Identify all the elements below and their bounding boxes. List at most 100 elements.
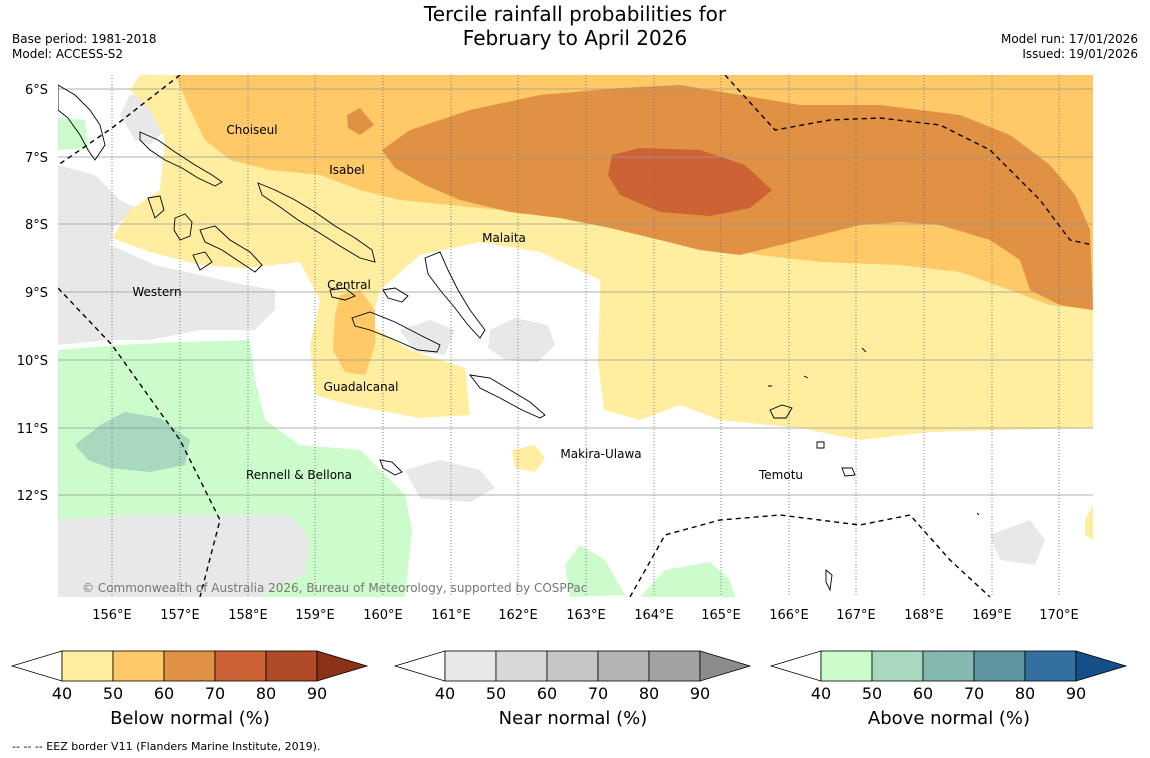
above-normal-legend-title: Above normal (%) bbox=[867, 708, 1031, 729]
lat-tick-label: 11°S bbox=[17, 422, 48, 437]
coastlines bbox=[58, 84, 980, 592]
region-label: Malaita bbox=[482, 231, 526, 245]
lon-tick-label: 165°E bbox=[701, 608, 741, 623]
lat-tick-label: 12°S bbox=[17, 489, 48, 504]
colorbar-tick-label: 70 bbox=[205, 684, 225, 703]
region-label: Temotu bbox=[758, 468, 803, 482]
near-normal-40-region-central bbox=[488, 318, 555, 362]
malaita-island bbox=[424, 251, 486, 339]
region-label: Makira-Ulawa bbox=[560, 447, 641, 461]
colorbar-low-arrow bbox=[10, 650, 63, 682]
rennell-island bbox=[379, 459, 403, 476]
colorbar-segment bbox=[112, 650, 165, 682]
run-info: Model run: 17/01/2026 Issued: 19/01/2026 bbox=[1001, 32, 1138, 62]
colorbar-segment bbox=[922, 650, 975, 682]
colorbar-segment bbox=[265, 650, 318, 682]
colorbar-tick-label: 80 bbox=[1015, 684, 1035, 703]
colorbar-tick-label: 50 bbox=[486, 684, 506, 703]
lon-tick-label: 167°E bbox=[836, 608, 876, 623]
lon-tick-label: 158°E bbox=[228, 608, 268, 623]
florida-islands bbox=[329, 287, 409, 303]
colorbar-segment bbox=[163, 650, 216, 682]
below-normal-60-region-small bbox=[347, 108, 374, 135]
colorbar-tick-label: 80 bbox=[256, 684, 276, 703]
guadalcanal-island bbox=[351, 311, 441, 353]
above-normal-50-region bbox=[75, 412, 190, 472]
near-normal-40-region-se bbox=[990, 520, 1045, 565]
colorbar-high-arrow bbox=[699, 650, 752, 682]
colorbar-segment bbox=[61, 650, 114, 682]
lon-tick-label: 162°E bbox=[498, 608, 538, 623]
below-normal-legend-title: Below normal (%) bbox=[110, 708, 270, 729]
near-normal-40-region-makira bbox=[400, 320, 455, 355]
lon-tick-label: 169°E bbox=[972, 608, 1012, 623]
chart-title: Tercile rainfall probabilities for Febru… bbox=[0, 2, 1150, 50]
colorbar-segment bbox=[444, 650, 497, 682]
lat-tick-label: 10°S bbox=[17, 354, 48, 369]
colorbar-tick-label: 60 bbox=[913, 684, 933, 703]
latitude-gridlines bbox=[58, 88, 1093, 496]
eez-borders bbox=[58, 75, 1093, 597]
above-normal-40-region-south bbox=[565, 545, 625, 597]
temotu-islands bbox=[768, 347, 867, 477]
lon-tick-label: 164°E bbox=[634, 608, 674, 623]
lon-tick-label: 163°E bbox=[566, 608, 606, 623]
region-label: Central bbox=[327, 278, 371, 292]
colorbar-tick-label: 50 bbox=[862, 684, 882, 703]
lat-tick-label: 6°S bbox=[25, 83, 48, 98]
colorbar-high-arrow bbox=[1075, 650, 1128, 682]
title-line-1: Tercile rainfall probabilities for bbox=[423, 2, 727, 26]
above-normal-40-region-southeast bbox=[640, 562, 735, 597]
colorbar-tick-label: 60 bbox=[537, 684, 557, 703]
base-period: Base period: 1981-2018 bbox=[12, 32, 157, 46]
colorbar-tick-label: 50 bbox=[103, 684, 123, 703]
colorbar-tick-label: 70 bbox=[588, 684, 608, 703]
new-georgia-islands bbox=[147, 195, 263, 273]
colorbar-high-arrow bbox=[316, 650, 369, 682]
lat-tick-label: 9°S bbox=[25, 286, 48, 301]
issued-date: Issued: 19/01/2026 bbox=[1022, 47, 1138, 61]
colorbar-segment bbox=[546, 650, 599, 682]
colorbar-tick-label: 60 bbox=[154, 684, 174, 703]
colorbar-segment bbox=[495, 650, 548, 682]
above-normal-40-region-nw bbox=[58, 118, 88, 150]
colorbar-0: 40 50 60 70 80 90 bbox=[10, 650, 369, 703]
lat-tick-label: 7°S bbox=[25, 151, 48, 166]
southern-islets bbox=[825, 512, 980, 592]
colorbar-tick-label: 80 bbox=[639, 684, 659, 703]
colorbar-low-arrow bbox=[393, 650, 446, 682]
colorbar-2: 40 50 60 70 80 90 bbox=[769, 650, 1128, 703]
makira-island bbox=[468, 374, 546, 419]
colorbar-tick-label: 90 bbox=[1066, 684, 1086, 703]
region-label: Rennell & Bellona bbox=[246, 468, 352, 482]
colorbar-segment bbox=[214, 650, 267, 682]
lat-tick-label: 8°S bbox=[25, 218, 48, 233]
near-normal-40-region-south-west bbox=[58, 515, 310, 597]
colorbar-segment bbox=[597, 650, 650, 682]
colorbar-segment bbox=[871, 650, 924, 682]
longitude-gridlines bbox=[111, 75, 1060, 597]
below-normal-40-region-small bbox=[512, 445, 545, 472]
region-label: Choiseul bbox=[226, 123, 277, 137]
region-labels: Choiseul Isabel Malaita Western Central Guada… bbox=[132, 123, 803, 482]
longitude-axis: 156°E 157°E 158°E 159°E 160°E 161°E 162°E 163°E… bbox=[92, 608, 1079, 623]
colorbar-segment bbox=[648, 650, 701, 682]
lon-tick-label: 157°E bbox=[160, 608, 200, 623]
colorbar-low-arrow bbox=[769, 650, 822, 682]
colorbar-tick-label: 90 bbox=[307, 684, 327, 703]
lon-tick-label: 166°E bbox=[769, 608, 809, 623]
below-normal-50-region-guadalcanal bbox=[333, 290, 375, 375]
title-line-2: February to April 2026 bbox=[462, 26, 688, 50]
colorbar-tick-label: 70 bbox=[964, 684, 984, 703]
below-normal-70-region bbox=[608, 148, 772, 216]
model-info: Base period: 1981-2018 Model: ACCESS-S2 bbox=[12, 32, 157, 62]
colorbar-segment bbox=[973, 650, 1026, 682]
colorbar-tick-label: 40 bbox=[811, 684, 831, 703]
below-normal-40-region-east-edge bbox=[1085, 505, 1093, 540]
bougainville-coast bbox=[58, 84, 106, 161]
isabel-island bbox=[257, 182, 376, 263]
latitude-axis: 6°S 7°S 8°S 9°S 10°S 11°S 12°S bbox=[17, 83, 48, 504]
colorbar-1: 40 50 60 70 80 90 bbox=[393, 650, 752, 703]
colorbar-tick-label: 90 bbox=[690, 684, 710, 703]
